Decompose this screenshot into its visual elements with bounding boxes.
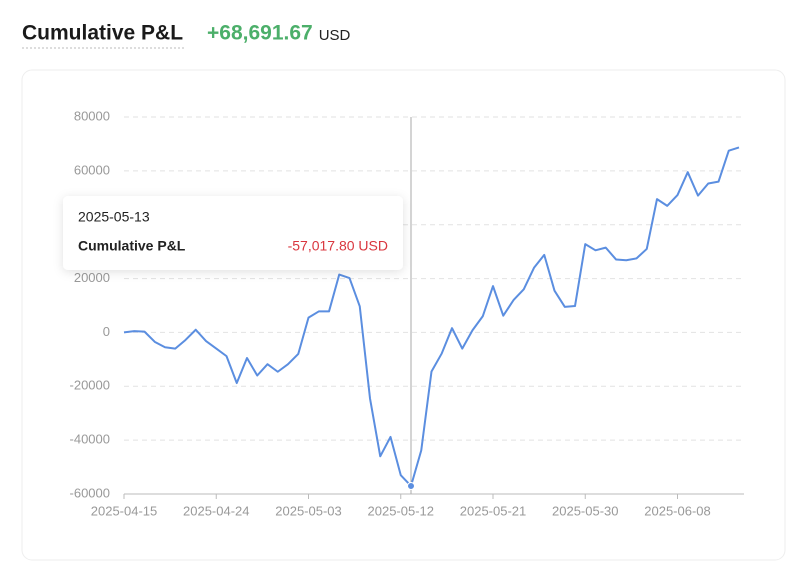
y-tick-label: -20000 — [70, 378, 110, 393]
x-tick-label: 2025-05-03 — [275, 503, 342, 518]
tooltip-box — [63, 196, 403, 270]
tooltip-label: Cumulative P&L — [78, 238, 186, 254]
total: +68,691.67 — [207, 22, 313, 45]
x-tick-label: 2025-06-08 — [644, 503, 711, 518]
hover-point — [407, 481, 415, 490]
card — [21, 69, 786, 561]
y-tick-label: 60000 — [74, 162, 110, 177]
x-tick-label: 2025-05-30 — [552, 503, 619, 518]
x-tick-label: 2025-05-21 — [460, 503, 527, 518]
tooltip-value: -57,017.80 USD — [288, 238, 388, 254]
title: Cumulative P&L — [22, 22, 183, 45]
tooltip: 2025-05-13 Cumulative P&L -57,017.80 USD — [63, 196, 403, 270]
x-tick-label: 2025-04-24 — [183, 503, 250, 518]
x-tick-label: 2025-04-15 — [91, 503, 158, 518]
y-tick-label: -60000 — [70, 485, 110, 500]
unit: USD — [319, 27, 351, 44]
y-tick-label: -40000 — [70, 432, 110, 447]
line — [123, 146, 740, 487]
x-tick-label: 2025-05-12 — [368, 503, 435, 518]
y-tick-label: 20000 — [74, 270, 110, 285]
tooltip-date: 2025-05-13 — [78, 209, 150, 225]
y-tick-label: 80000 — [74, 108, 110, 123]
y-tick-label: 0 — [103, 324, 110, 339]
